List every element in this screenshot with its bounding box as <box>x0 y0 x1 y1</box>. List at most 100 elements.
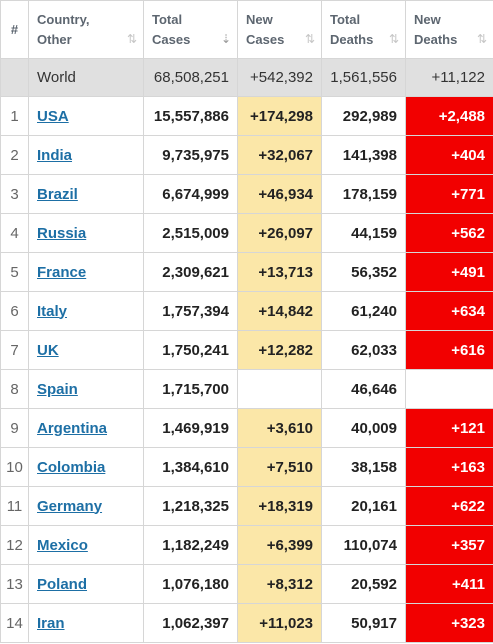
column-header-country[interactable]: Country, Other ⇅ <box>28 0 144 59</box>
country-link[interactable]: France <box>37 263 87 281</box>
country-cell: Iran <box>28 603 144 643</box>
total-deaths-cell: 56,352 <box>321 252 406 292</box>
sort-icon[interactable]: ⇅ <box>476 32 487 46</box>
total-cases-cell: 1,757,394 <box>143 291 238 331</box>
total-cases-cell: 6,674,999 <box>143 174 238 214</box>
new-deaths-cell <box>405 369 493 409</box>
country-link[interactable]: Colombia <box>37 458 106 476</box>
world-total-row: World 68,508,251 +542,392 1,561,556 +11,… <box>0 58 493 97</box>
table-row: 10 Colombia 1,384,610 +7,510 38,158 +163 <box>0 447 493 487</box>
new-cases-cell: +26,097 <box>237 213 322 253</box>
country-cell: Poland <box>28 564 144 604</box>
column-header-new-deaths-line1: New <box>414 11 441 27</box>
row-rank: 9 <box>0 408 29 448</box>
new-cases-cell: +3,610 <box>237 408 322 448</box>
total-deaths-cell: 62,033 <box>321 330 406 370</box>
new-deaths-cell: +404 <box>405 135 493 175</box>
row-rank: 7 <box>0 330 29 370</box>
country-link[interactable]: Spain <box>37 380 78 398</box>
row-rank: 4 <box>0 213 29 253</box>
world-new-cases: +542,392 <box>237 58 322 97</box>
country-link[interactable]: Poland <box>37 575 88 593</box>
new-deaths-cell: +562 <box>405 213 493 253</box>
row-rank: 11 <box>0 486 29 526</box>
country-cell: Spain <box>28 369 144 409</box>
new-deaths-cell: +163 <box>405 447 493 487</box>
total-deaths-cell: 292,989 <box>321 96 406 136</box>
new-deaths-cell: +2,488 <box>405 96 493 136</box>
column-header-new-cases[interactable]: New Cases ⇅ <box>237 0 322 59</box>
country-link[interactable]: UK <box>37 341 59 359</box>
row-rank: 12 <box>0 525 29 565</box>
country-link[interactable]: India <box>37 146 73 164</box>
country-cell: Italy <box>28 291 144 331</box>
total-deaths-cell: 44,159 <box>321 213 406 253</box>
total-cases-cell: 2,515,009 <box>143 213 238 253</box>
new-cases-cell: +7,510 <box>237 447 322 487</box>
row-rank: 8 <box>0 369 29 409</box>
table-row: 1 USA 15,557,886 +174,298 292,989 +2,488 <box>0 96 493 136</box>
country-link[interactable]: Argentina <box>37 419 108 437</box>
row-rank: 1 <box>0 96 29 136</box>
new-deaths-cell: +121 <box>405 408 493 448</box>
country-link[interactable]: USA <box>37 107 69 125</box>
country-link[interactable]: Italy <box>37 302 68 320</box>
total-deaths-cell: 20,161 <box>321 486 406 526</box>
total-cases-cell: 1,469,919 <box>143 408 238 448</box>
new-cases-cell: +6,399 <box>237 525 322 565</box>
country-cell: Mexico <box>28 525 144 565</box>
total-cases-cell: 1,384,610 <box>143 447 238 487</box>
total-cases-cell: 9,735,975 <box>143 135 238 175</box>
table-row: 13 Poland 1,076,180 +8,312 20,592 +411 <box>0 564 493 604</box>
new-deaths-cell: +634 <box>405 291 493 331</box>
total-deaths-cell: 178,159 <box>321 174 406 214</box>
row-rank: 3 <box>0 174 29 214</box>
column-header-total-deaths[interactable]: Total Deaths ⇅ <box>321 0 406 59</box>
new-deaths-cell: +771 <box>405 174 493 214</box>
table-row: 5 France 2,309,621 +13,713 56,352 +491 <box>0 252 493 292</box>
sort-icon[interactable]: ⇅ <box>304 32 315 46</box>
column-header-country-line2: Other <box>37 31 72 47</box>
sort-icon[interactable]: ⇅ <box>388 32 399 46</box>
new-cases-cell: +18,319 <box>237 486 322 526</box>
total-cases-cell: 15,557,886 <box>143 96 238 136</box>
total-deaths-cell: 40,009 <box>321 408 406 448</box>
total-cases-cell: 2,309,621 <box>143 252 238 292</box>
country-link[interactable]: Germany <box>37 497 103 515</box>
row-rank: 2 <box>0 135 29 175</box>
country-link[interactable]: Russia <box>37 224 87 242</box>
new-deaths-cell: +357 <box>405 525 493 565</box>
total-deaths-cell: 110,074 <box>321 525 406 565</box>
new-deaths-cell: +616 <box>405 330 493 370</box>
new-cases-cell: +14,842 <box>237 291 322 331</box>
column-header-new-deaths[interactable]: New Deaths ⇅ <box>405 0 493 59</box>
country-cell: Colombia <box>28 447 144 487</box>
column-header-country-line1: Country, <box>37 11 90 27</box>
world-new-deaths: +11,122 <box>405 58 493 97</box>
country-link[interactable]: Brazil <box>37 185 78 203</box>
total-cases-cell: 1,218,325 <box>143 486 238 526</box>
total-cases-cell: 1,750,241 <box>143 330 238 370</box>
column-header-new-cases-line1: New <box>246 11 273 27</box>
new-deaths-cell: +411 <box>405 564 493 604</box>
table-row: 11 Germany 1,218,325 +18,319 20,161 +622 <box>0 486 493 526</box>
country-link[interactable]: Mexico <box>37 536 88 554</box>
column-header-total-cases-line2: Cases <box>152 31 191 47</box>
total-cases-cell: 1,715,700 <box>143 369 238 409</box>
new-deaths-cell: +323 <box>405 603 493 643</box>
row-rank: 5 <box>0 252 29 292</box>
total-deaths-cell: 38,158 <box>321 447 406 487</box>
sort-descending-icon[interactable]: ⇣ <box>220 32 231 46</box>
total-cases-cell: 1,062,397 <box>143 603 238 643</box>
country-cell: India <box>28 135 144 175</box>
new-cases-cell: +12,282 <box>237 330 322 370</box>
country-cell: Argentina <box>28 408 144 448</box>
total-deaths-cell: 20,592 <box>321 564 406 604</box>
column-header-total-cases[interactable]: Total Cases ⇣ <box>143 0 238 59</box>
country-link[interactable]: Iran <box>37 614 65 632</box>
table-row: 6 Italy 1,757,394 +14,842 61,240 +634 <box>0 291 493 331</box>
total-cases-cell: 1,182,249 <box>143 525 238 565</box>
table-row: 7 UK 1,750,241 +12,282 62,033 +616 <box>0 330 493 370</box>
world-total-cases: 68,508,251 <box>143 58 238 97</box>
sort-icon[interactable]: ⇅ <box>126 32 137 46</box>
